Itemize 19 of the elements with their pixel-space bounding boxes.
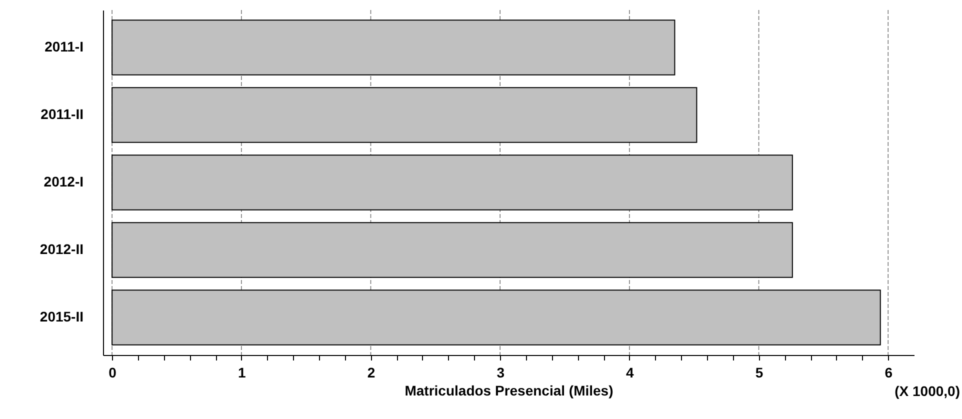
- x-tick-label: 4: [626, 364, 634, 380]
- x-tick-label: 1: [238, 364, 246, 380]
- x-tick-label: 5: [755, 364, 764, 380]
- x-tick-label: 3: [496, 364, 505, 380]
- bar: [112, 290, 881, 346]
- bar: [112, 87, 698, 143]
- y-tick-label: 2015-II: [40, 308, 84, 325]
- bar: [112, 222, 793, 278]
- bar: [112, 154, 793, 210]
- text: (X 1000,0): [894, 383, 960, 399]
- x-axis-title: Matriculados Presencial (Miles): [404, 382, 614, 398]
- y-tick-label: 2011-II: [40, 106, 84, 122]
- x-tick-label: 2: [367, 364, 376, 380]
- bar: [112, 20, 676, 76]
- y-tick-label: 2012-I: [44, 174, 84, 190]
- x-tick-label: 6: [884, 364, 893, 380]
- y-tick-label: 2011-I: [44, 38, 84, 54]
- y-tick-label: 2012-II: [40, 241, 84, 258]
- x-tick-label: 0: [108, 364, 117, 380]
